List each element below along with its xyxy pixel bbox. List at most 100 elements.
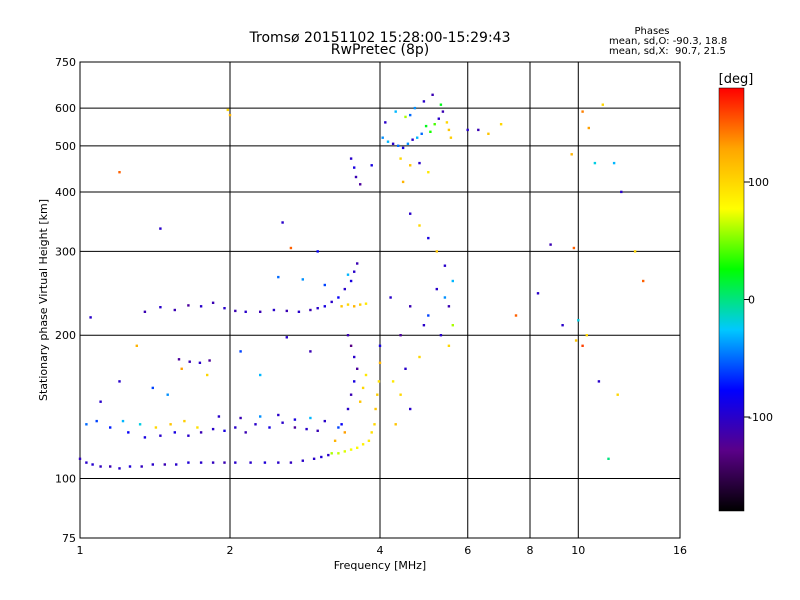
data-point bbox=[259, 310, 262, 313]
data-point bbox=[277, 461, 280, 464]
data-point bbox=[211, 301, 215, 304]
data-point bbox=[399, 393, 402, 396]
data-point bbox=[411, 138, 414, 141]
data-point bbox=[353, 305, 356, 308]
data-point bbox=[128, 465, 132, 468]
x-axis-ticks: 1 2 4 6 8 10 16 bbox=[77, 544, 688, 557]
data-point bbox=[159, 227, 162, 230]
data-point bbox=[323, 305, 326, 308]
data-point bbox=[281, 221, 284, 224]
data-point bbox=[163, 463, 166, 466]
data-point bbox=[277, 275, 280, 279]
data-point bbox=[435, 250, 438, 253]
colorbar-tick-label: 0 bbox=[748, 294, 755, 307]
gridlines bbox=[80, 62, 680, 538]
data-point bbox=[301, 459, 304, 462]
stats-heading: Phases bbox=[634, 26, 669, 37]
x-tick-label: 2 bbox=[227, 544, 234, 557]
data-point bbox=[413, 106, 417, 110]
data-point bbox=[466, 128, 469, 132]
data-point bbox=[353, 166, 356, 169]
data-point bbox=[289, 461, 293, 464]
data-point bbox=[223, 461, 226, 464]
data-point bbox=[439, 103, 443, 106]
data-point bbox=[316, 307, 319, 310]
data-point bbox=[418, 161, 421, 165]
data-point bbox=[187, 461, 190, 464]
data-point bbox=[196, 426, 199, 429]
data-point bbox=[616, 393, 619, 396]
data-point bbox=[449, 136, 453, 139]
data-point bbox=[323, 283, 326, 287]
data-point bbox=[272, 308, 276, 312]
data-point bbox=[612, 161, 616, 165]
data-point bbox=[394, 423, 397, 426]
data-point bbox=[121, 419, 125, 423]
data-point bbox=[228, 113, 232, 117]
x-tick-label: 10 bbox=[571, 544, 585, 557]
data-point bbox=[359, 303, 362, 306]
data-point bbox=[316, 250, 319, 253]
x-tick-label: 6 bbox=[464, 544, 471, 557]
data-point bbox=[597, 380, 601, 383]
data-point bbox=[293, 418, 297, 421]
data-point bbox=[361, 386, 365, 390]
data-point bbox=[353, 270, 356, 273]
data-point bbox=[378, 361, 382, 364]
data-point bbox=[285, 309, 288, 313]
data-point bbox=[391, 142, 395, 145]
data-point bbox=[353, 380, 356, 383]
data-point bbox=[367, 439, 371, 442]
data-point bbox=[175, 463, 178, 466]
data-point bbox=[293, 426, 297, 429]
data-point bbox=[435, 287, 438, 291]
data-point bbox=[234, 461, 237, 464]
data-point bbox=[581, 110, 584, 113]
data-point bbox=[154, 426, 158, 429]
data-point bbox=[404, 115, 407, 119]
data-point bbox=[166, 393, 169, 396]
data-point bbox=[386, 140, 390, 143]
data-point bbox=[370, 164, 373, 167]
data-point bbox=[85, 423, 88, 426]
data-point bbox=[206, 373, 209, 377]
data-point bbox=[95, 419, 98, 423]
chart-subtitle: RwPretec (8p) bbox=[331, 42, 429, 58]
data-point bbox=[259, 373, 262, 377]
data-point bbox=[199, 305, 203, 308]
data-point bbox=[285, 336, 288, 339]
data-point bbox=[370, 431, 373, 434]
data-point bbox=[337, 426, 340, 429]
data-point bbox=[429, 130, 432, 133]
data-point bbox=[199, 461, 203, 464]
data-point bbox=[561, 324, 564, 327]
data-point bbox=[349, 157, 353, 160]
data-point bbox=[305, 427, 308, 431]
data-point bbox=[577, 319, 580, 322]
data-point bbox=[359, 400, 362, 403]
data-point bbox=[140, 465, 143, 468]
data-point bbox=[349, 448, 353, 451]
data-point bbox=[337, 296, 340, 299]
data-point bbox=[239, 416, 242, 420]
data-point bbox=[349, 344, 353, 347]
data-point bbox=[361, 443, 365, 446]
colorbar-tick-label: -100 bbox=[748, 411, 773, 424]
y-tick-label: 750 bbox=[55, 56, 76, 69]
chart-title: Tromsø 20151102 15:28:00-15:29:43 bbox=[249, 30, 511, 46]
data-point bbox=[349, 393, 353, 396]
data-point bbox=[223, 307, 226, 310]
x-tick-label: 1 bbox=[77, 544, 84, 557]
data-point bbox=[377, 380, 381, 383]
stats-o-line: mean, sd,O: -90.3, 18.8 bbox=[609, 36, 727, 47]
data-point bbox=[177, 358, 181, 361]
data-point bbox=[199, 431, 203, 434]
data-point bbox=[422, 324, 426, 327]
data-point bbox=[477, 128, 480, 132]
data-point bbox=[343, 450, 346, 453]
data-point bbox=[349, 279, 353, 283]
data-point bbox=[323, 419, 326, 423]
data-point bbox=[401, 180, 405, 184]
data-point bbox=[312, 457, 316, 460]
